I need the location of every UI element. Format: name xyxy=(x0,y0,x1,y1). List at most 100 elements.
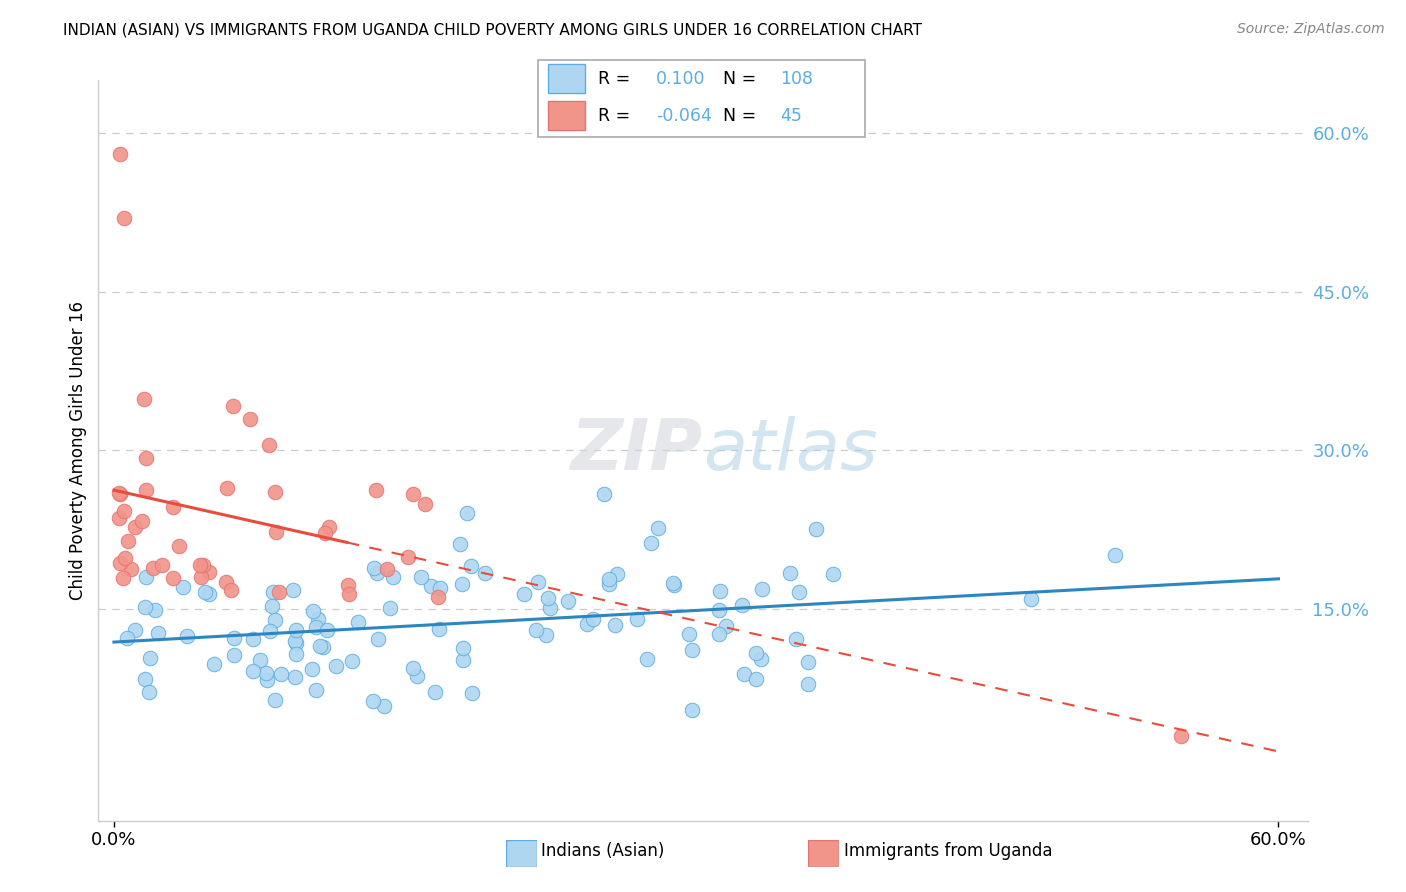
Point xyxy=(709,584,731,599)
Point xyxy=(744,672,766,686)
Point xyxy=(314,526,336,541)
Point xyxy=(662,578,685,592)
Point xyxy=(429,581,451,595)
Point xyxy=(419,579,441,593)
Text: R =: R = xyxy=(599,70,636,87)
Point xyxy=(1019,591,1042,606)
Point xyxy=(751,582,773,596)
Point xyxy=(626,612,648,626)
Point xyxy=(576,616,599,631)
Point xyxy=(132,392,155,407)
Point xyxy=(1104,548,1126,562)
Point xyxy=(524,623,547,637)
Point xyxy=(453,640,475,655)
Point xyxy=(678,627,700,641)
Point xyxy=(1170,729,1192,743)
Point xyxy=(117,534,139,549)
Point xyxy=(787,584,810,599)
Point xyxy=(190,570,212,584)
Point xyxy=(112,504,135,518)
Point xyxy=(239,411,262,425)
Point xyxy=(135,483,157,497)
Text: 0.100: 0.100 xyxy=(655,70,706,87)
Point xyxy=(139,651,162,665)
Point xyxy=(823,567,845,582)
Point xyxy=(162,500,184,514)
Point xyxy=(557,594,579,608)
Point xyxy=(146,626,169,640)
FancyBboxPatch shape xyxy=(548,102,585,130)
Point xyxy=(242,665,264,679)
Point xyxy=(215,481,238,495)
Point xyxy=(538,601,561,615)
Point xyxy=(309,639,332,653)
Point xyxy=(707,603,730,617)
Point xyxy=(172,580,194,594)
Point xyxy=(537,591,560,605)
Point xyxy=(267,585,290,599)
Point xyxy=(150,558,173,572)
Point xyxy=(270,667,292,681)
Point xyxy=(110,487,132,501)
Point xyxy=(513,587,536,601)
Point xyxy=(284,670,307,684)
Text: ZIP: ZIP xyxy=(571,416,703,485)
Point xyxy=(460,559,482,574)
Point xyxy=(257,437,280,451)
Point xyxy=(260,599,283,614)
Point xyxy=(796,677,818,691)
Point xyxy=(456,506,478,520)
Point xyxy=(222,399,245,413)
Point xyxy=(108,511,131,525)
Point xyxy=(377,562,399,576)
Point xyxy=(131,514,153,528)
Point xyxy=(285,623,308,637)
Point xyxy=(264,692,287,706)
Point xyxy=(176,629,198,643)
Point xyxy=(423,685,446,699)
Point xyxy=(315,623,337,637)
Point xyxy=(449,537,471,551)
Point xyxy=(380,601,402,615)
Point xyxy=(143,603,166,617)
Point xyxy=(264,525,287,540)
Point xyxy=(301,662,323,676)
Point xyxy=(347,615,370,629)
Point xyxy=(259,624,281,638)
Point xyxy=(188,558,211,572)
Text: 108: 108 xyxy=(780,70,814,87)
Point xyxy=(305,683,328,698)
Text: atlas: atlas xyxy=(703,416,877,485)
Point xyxy=(534,628,557,642)
Point xyxy=(707,627,730,641)
Point xyxy=(194,584,217,599)
Text: INDIAN (ASIAN) VS IMMIGRANTS FROM UGANDA CHILD POVERTY AMONG GIRLS UNDER 16 CORR: INDIAN (ASIAN) VS IMMIGRANTS FROM UGANDA… xyxy=(63,22,922,37)
Point xyxy=(307,612,329,626)
Point xyxy=(138,685,160,699)
Point xyxy=(108,556,131,570)
Point xyxy=(681,642,703,657)
Text: Indians (Asian): Indians (Asian) xyxy=(541,842,665,860)
Point xyxy=(598,577,620,591)
Point xyxy=(405,669,427,683)
Point xyxy=(198,587,221,601)
Point xyxy=(363,560,385,574)
Point xyxy=(162,571,184,585)
Point xyxy=(598,573,620,587)
Point xyxy=(461,686,484,700)
Point xyxy=(124,520,146,534)
Point xyxy=(527,574,550,589)
Point xyxy=(197,565,219,579)
Point xyxy=(124,623,146,637)
Point xyxy=(340,654,363,668)
Point xyxy=(603,618,626,632)
Point xyxy=(135,570,157,584)
Point xyxy=(263,613,285,627)
Point xyxy=(221,582,243,597)
FancyBboxPatch shape xyxy=(506,840,537,867)
Text: N =: N = xyxy=(723,70,762,87)
Point xyxy=(373,698,395,713)
Point xyxy=(592,487,614,501)
Point xyxy=(222,648,245,662)
Point xyxy=(254,665,277,680)
